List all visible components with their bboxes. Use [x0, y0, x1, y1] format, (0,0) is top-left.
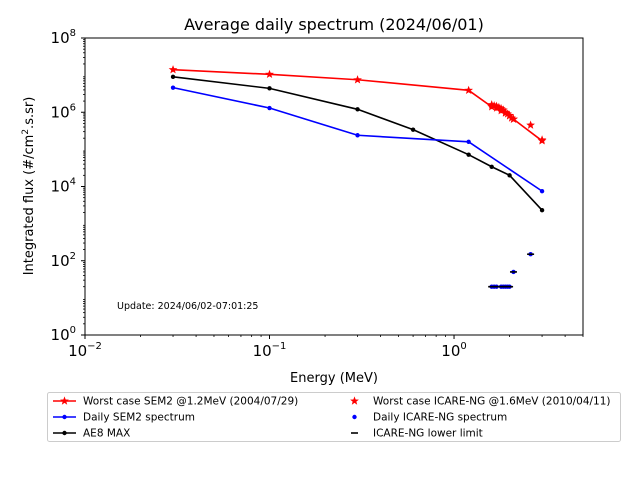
data-point	[466, 152, 471, 157]
data-point	[492, 101, 501, 110]
data-point	[503, 109, 512, 118]
data-point	[505, 111, 514, 120]
series-3	[487, 100, 547, 144]
data-point	[353, 75, 362, 84]
series-2	[170, 74, 545, 213]
legend-entry: Worst case SEM2 @1.2MeV (2004/07/29)	[53, 396, 298, 408]
data-point	[507, 113, 516, 122]
data-point	[355, 107, 360, 112]
series-layer	[168, 65, 547, 289]
legend-entries: Worst case SEM2 @1.2MeV (2004/07/29) Wors…	[53, 396, 611, 440]
y-tick-label: 106	[51, 102, 76, 121]
data-point	[498, 105, 508, 114]
legend-label: AE8 MAX	[83, 428, 130, 440]
data-point	[267, 86, 272, 91]
update-annotation: Update: 2024/06/02-07:01:25	[117, 301, 258, 312]
legend-label: Daily SEM2 spectrum	[83, 412, 195, 424]
series-line	[172, 76, 543, 211]
series-1	[170, 85, 545, 194]
x-tick-label: 10−1	[253, 341, 287, 360]
chart-title: Average daily spectrum (2024/06/01)	[184, 15, 484, 34]
x-tick-label: 10−2	[68, 341, 102, 360]
legend-label: Worst case SEM2 @1.2MeV (2004/07/29)	[83, 396, 298, 408]
legend-swatch-marker	[62, 414, 67, 420]
legend-frame	[47, 392, 621, 442]
legend-label: Daily ICARE-NG spectrum	[373, 412, 507, 424]
y-axis-label: Integrated flux (#/cm2.s.sr)	[21, 97, 37, 276]
legend-entry: Daily ICARE-NG spectrum	[352, 412, 507, 424]
data-point	[496, 104, 506, 113]
y-axis-ticks: 100 102 104 106 108	[51, 28, 85, 344]
data-point	[265, 69, 274, 79]
y-tick-label: 100	[51, 325, 76, 344]
legend: Worst case SEM2 @1.2MeV (2004/07/29) Wors…	[47, 392, 621, 442]
y-tick-label: 108	[51, 28, 76, 47]
data-point	[501, 107, 510, 116]
data-point	[410, 127, 416, 132]
data-point	[170, 85, 176, 90]
data-point	[537, 135, 547, 144]
legend-label: Worst case ICARE-NG @1.6MeV (2010/04/11)	[373, 396, 611, 408]
y-tick-label: 104	[51, 177, 76, 196]
data-point	[170, 74, 176, 80]
series-5	[488, 253, 535, 288]
data-point	[464, 85, 474, 95]
legend-entry: ICARE-NG lower limit	[351, 428, 483, 440]
y-axis-label-end: .s.sr)	[22, 97, 37, 129]
y-axis-label-main: Integrated flux (#/cm	[22, 135, 37, 276]
data-point	[494, 102, 504, 112]
legend-swatch-marker	[62, 430, 67, 436]
legend-entry: AE8 MAX	[53, 428, 130, 440]
x-tick-label: 100	[441, 341, 466, 360]
data-point	[489, 164, 494, 169]
data-point	[539, 207, 545, 213]
legend-swatch-marker	[350, 396, 359, 405]
legend-swatch-marker	[352, 414, 357, 420]
data-point	[267, 105, 272, 111]
data-point	[507, 173, 512, 178]
legend-label: ICARE-NG lower limit	[373, 428, 483, 440]
data-point	[355, 133, 360, 138]
legend-swatch-marker	[60, 396, 69, 405]
x-axis-ticks: 10−2 10−1 100	[68, 335, 584, 360]
y-tick-label: 102	[51, 251, 76, 270]
data-point	[526, 120, 535, 129]
legend-entry: Daily SEM2 spectrum	[53, 412, 195, 424]
data-point	[509, 114, 518, 123]
data-point	[168, 65, 178, 74]
data-point	[466, 139, 471, 144]
y-axis-label-superscript: 2	[21, 129, 31, 135]
legend-entry: Worst case ICARE-NG @1.6MeV (2010/04/11)	[350, 396, 611, 408]
data-point	[539, 188, 545, 194]
x-axis-label: Energy (MeV)	[290, 371, 378, 386]
